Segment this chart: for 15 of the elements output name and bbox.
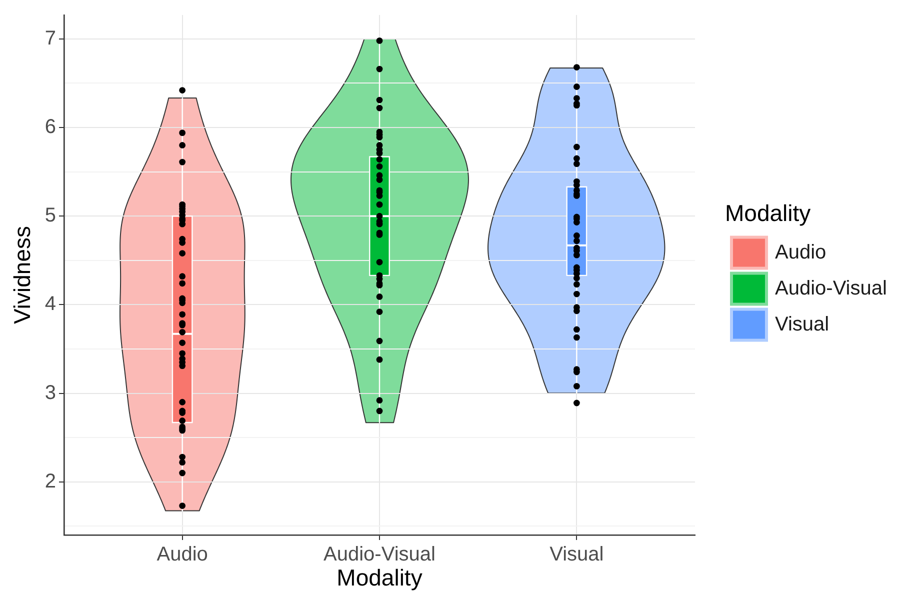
x-tick-label: Visual xyxy=(550,544,604,566)
y-tick-label: 2 xyxy=(44,470,56,492)
y-tick-label: 5 xyxy=(44,204,56,227)
y-tick-label: 6 xyxy=(44,116,56,138)
legend-title: Modality xyxy=(725,200,812,226)
y-tick-label: 4 xyxy=(44,293,56,316)
y-tick-label: 3 xyxy=(44,382,56,404)
legend-label: Audio-Visual xyxy=(775,277,887,300)
y-axis-title: Vividness xyxy=(9,226,36,324)
x-tick-label: Audio xyxy=(156,544,208,566)
y-tick-label: 7 xyxy=(44,27,56,50)
legend-label: Visual xyxy=(775,313,830,336)
x-tick-label: Audio-Visual xyxy=(324,544,436,566)
legend-label: Audio xyxy=(775,241,826,264)
x-axis-title: Modality xyxy=(336,564,423,591)
